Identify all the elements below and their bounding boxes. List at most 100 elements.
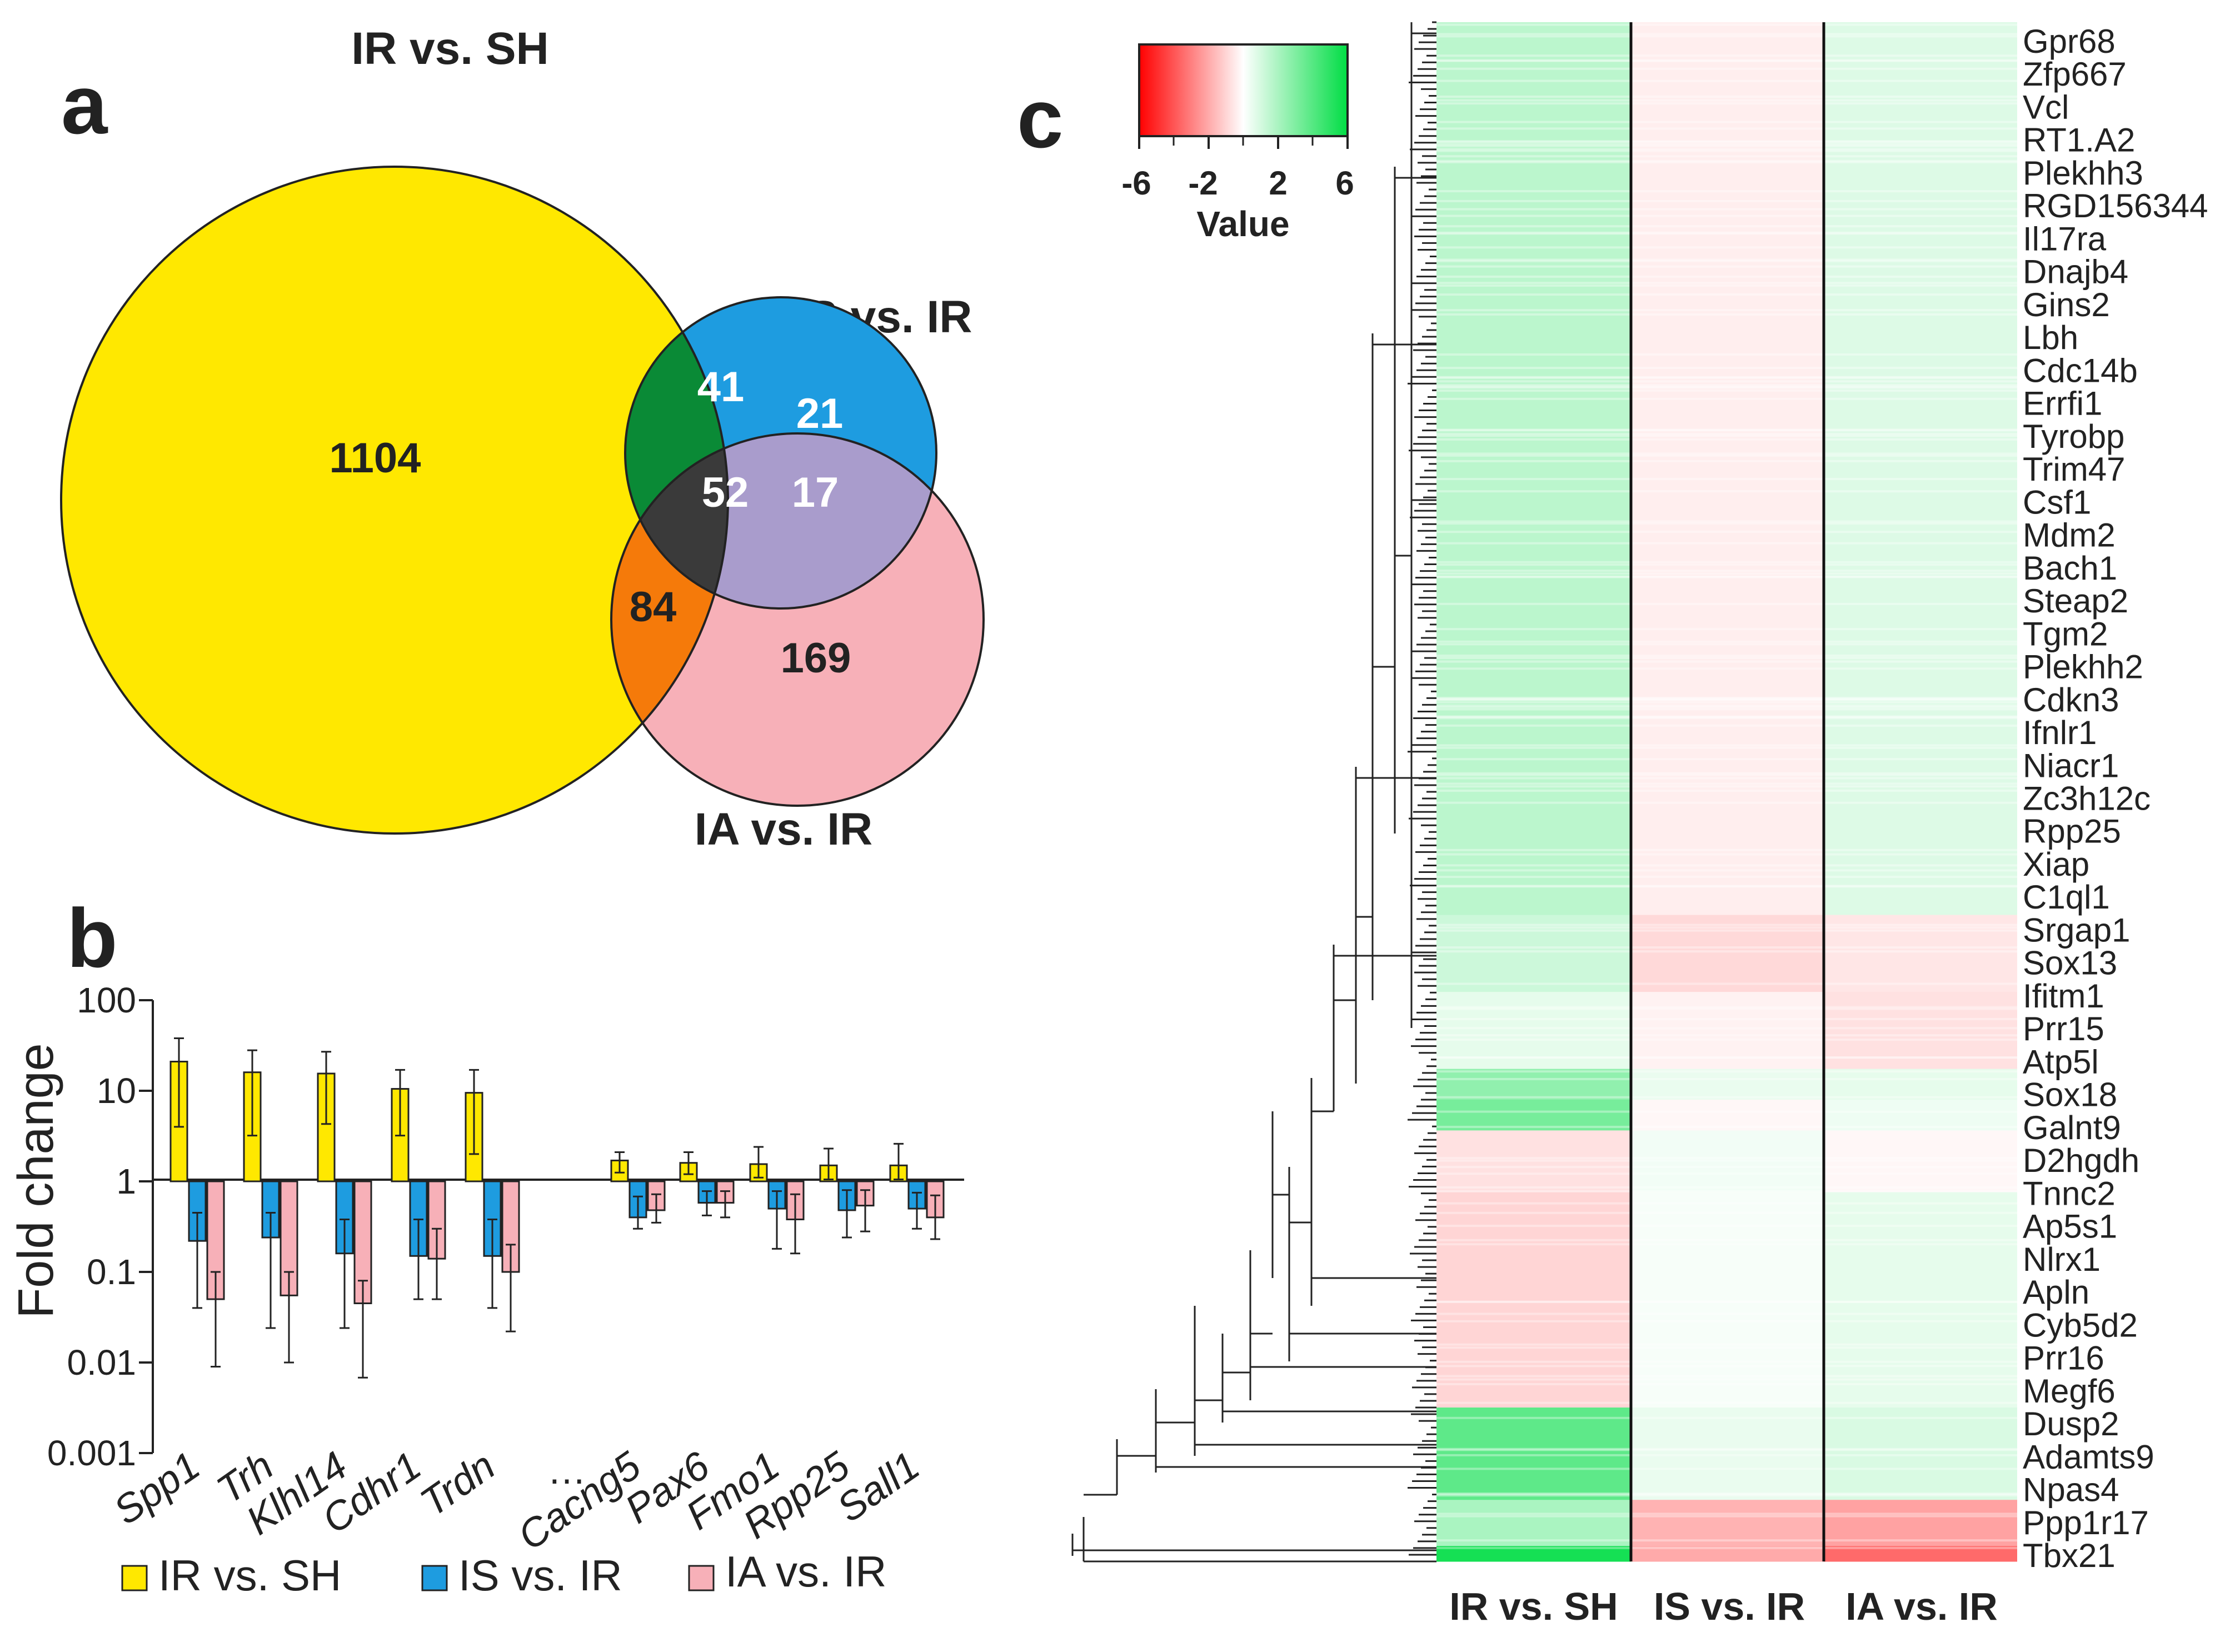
heat-row-stripe: [1436, 275, 2017, 278]
error-bar: [487, 1218, 497, 1309]
heat-row-stripe: [1436, 284, 2017, 287]
colorbar-tick-3: 6: [1335, 164, 1354, 202]
row-label-ifnlr1: Ifnlr1: [2023, 714, 2097, 751]
heat-block-4-col2: [1824, 1100, 2017, 1131]
heat-row-stripe: [1436, 628, 2017, 631]
x-category-sall1: Sall1: [829, 1444, 927, 1531]
row-label-dusp2: Dusp2: [2023, 1405, 2119, 1443]
heat-row-stripe: [1436, 293, 2017, 296]
heat-row-stripe: [1436, 576, 2017, 578]
heat-row-stripe: [1436, 789, 2017, 792]
heat-row-stripe: [1436, 885, 2017, 887]
row-label-xiap: Xiap: [2023, 846, 2089, 883]
row-label-sox18: Sox18: [2023, 1076, 2117, 1114]
heat-row-stripe: [1436, 1383, 2017, 1386]
heat-row-stripe: [1436, 520, 2017, 523]
heat-row-stripe: [1436, 155, 2017, 158]
heat-block-4-col1: [1631, 1100, 1824, 1131]
heat-block-4-col0: [1436, 1100, 1631, 1131]
venn-title-ia-ir: IA vs. IR: [695, 804, 873, 855]
heat-block-1-col0: [1436, 915, 1631, 992]
error-bar: [432, 1227, 442, 1300]
error-bar: [651, 1193, 661, 1224]
heat-row-stripe: [1436, 232, 2017, 235]
row-label-tyrobp: Tyrobp: [2023, 418, 2124, 455]
heat-row-stripe: [1436, 660, 2017, 663]
error-bar: [912, 1191, 922, 1230]
venn-outline-ir-sh: [60, 166, 729, 835]
heatmap-col-label-1: IS vs. IR: [1654, 1585, 1805, 1628]
heat-row-stripe: [1436, 127, 2017, 130]
heat-block-5-col2: [1824, 1130, 2017, 1192]
error-bar: [395, 1069, 405, 1137]
heat-row-stripe: [1436, 1186, 2017, 1189]
heat-row-stripe: [1436, 1159, 2017, 1162]
heat-row-stripe: [1436, 148, 2017, 151]
heat-row-stripe: [1436, 161, 2017, 163]
heatmap-col-label-2: IA vs. IR: [1845, 1585, 1998, 1628]
heat-block-3-col2: [1824, 1069, 2017, 1100]
heat-row-stripe: [1436, 59, 2017, 62]
heat-row-stripe: [1436, 885, 2017, 888]
x-category-trdn: Trdn: [412, 1444, 503, 1525]
heat-row-stripe: [1436, 1172, 2017, 1175]
heat-row-stripe: [1436, 602, 2017, 605]
error-bar: [321, 1051, 331, 1125]
heat-row-stripe: [1436, 1492, 2017, 1495]
heat-row-stripe: [1436, 1300, 2017, 1303]
heat-row-stripe: [1436, 1449, 2017, 1451]
row-label-errfi1: Errfi1: [2023, 385, 2102, 422]
heat-block-1-col2: [1824, 915, 2017, 992]
heat-row-stripe: [1436, 54, 2017, 57]
heat-row-stripe: [1436, 561, 2017, 563]
heat-row-stripe: [1436, 801, 2017, 804]
heat-row-stripe: [1436, 522, 2017, 525]
error-bar: [340, 1218, 350, 1329]
venn-count-ir-ia: 84: [630, 583, 677, 631]
row-label-zfp667: Zfp667: [2023, 56, 2127, 93]
error-bar: [506, 1244, 516, 1332]
row-label-plekhh3: Plekhh3: [2023, 154, 2143, 192]
row-label-cdc14b: Cdc14b: [2023, 352, 2138, 389]
heat-row-stripe: [1436, 1006, 2017, 1009]
heat-row-stripe: [1436, 575, 2017, 578]
y-tick-label: 0.01: [67, 1342, 136, 1383]
heat-row-stripe: [1436, 1243, 2017, 1246]
row-label-plekhh2: Plekhh2: [2023, 648, 2143, 686]
heat-row-stripe: [1436, 141, 2017, 143]
heat-block-5-col0: [1436, 1130, 1631, 1192]
error-bar: [211, 1271, 221, 1367]
panel-label-c: c: [1017, 72, 1063, 165]
legend-swatch-ia-ir: [688, 1565, 715, 1591]
heat-row-stripe: [1436, 102, 2017, 105]
heat-row-stripe: [1436, 208, 2017, 211]
row-label-prr15: Prr15: [2023, 1010, 2104, 1047]
heat-row-stripe: [1436, 429, 2017, 432]
bar-cdhr1-s1: [409, 1180, 428, 1257]
row-label-trim47: Trim47: [2023, 451, 2125, 488]
heat-block-7-col2: [1824, 1408, 2017, 1500]
heat-block-3-col0: [1436, 1069, 1631, 1100]
error-bar: [247, 1049, 257, 1137]
heat-row-stripe: [1436, 656, 2017, 659]
error-bar: [930, 1194, 940, 1240]
heat-block-9-col0: [1436, 1546, 1631, 1562]
heat-row-stripe: [1436, 563, 2017, 566]
heat-row-stripe: [1436, 367, 2017, 370]
heat-row-stripe: [1436, 697, 2017, 700]
error-bar: [860, 1189, 870, 1232]
panel-label-a: a: [61, 58, 108, 151]
heat-row-stripe: [1436, 1056, 2017, 1059]
heat-block-0-col2: [1824, 22, 2017, 916]
heat-row-stripe: [1436, 1096, 2017, 1099]
heat-row-stripe: [1436, 1211, 2017, 1214]
heat-row-stripe: [1436, 531, 2017, 533]
venn-count-is-ia: 17: [792, 469, 839, 516]
row-label-tnnc2: Tnnc2: [2023, 1175, 2116, 1212]
heat-row-stripe: [1436, 353, 2017, 356]
y-tick-label: 0.1: [87, 1252, 136, 1292]
heatmap-dividers: [1629, 22, 1825, 1561]
heat-row-stripe: [1436, 1027, 2017, 1030]
error-bar: [702, 1190, 712, 1216]
legend: IR vs. SH IS vs. IR IA vs. IR: [121, 1547, 886, 1600]
